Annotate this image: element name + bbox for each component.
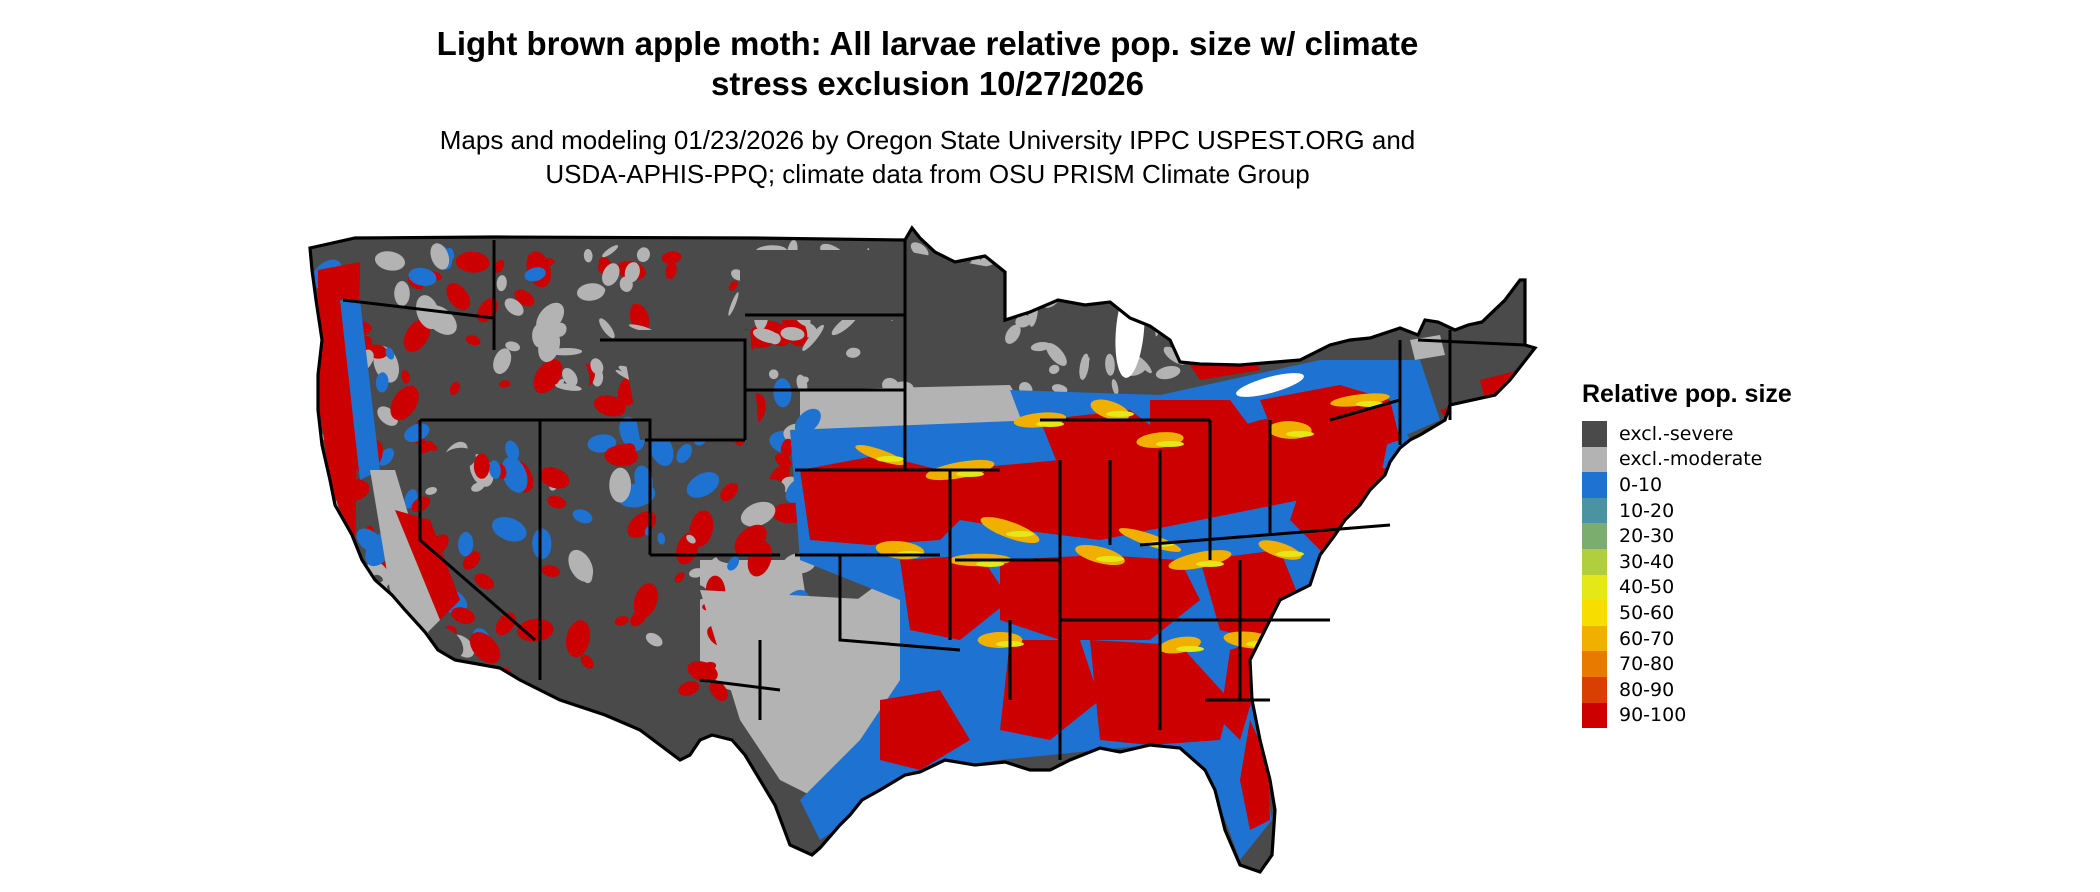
legend-swatch — [1582, 548, 1607, 575]
legend-label: excl.-severe — [1619, 422, 1734, 445]
subtitle-line-1: Maps and modeling 01/23/2026 by Oregon S… — [439, 125, 1416, 155]
legend-item: 50-60 — [1582, 600, 1792, 626]
legend-item: 0-10 — [1582, 472, 1792, 498]
legend-label: 80-90 — [1619, 678, 1675, 701]
legend-item: excl.-moderate — [1582, 446, 1792, 473]
title-line-1: Light brown apple moth: All larvae relat… — [436, 25, 1419, 62]
title-line-2: stress exclusion 10/27/2026 — [711, 65, 1144, 102]
legend-swatch — [1582, 497, 1607, 524]
legend-item: 10-20 — [1582, 497, 1792, 524]
legend-item: 40-50 — [1582, 574, 1792, 601]
legend-swatch — [1582, 574, 1607, 601]
population-raster — [310, 228, 1535, 872]
legend-item: 20-30 — [1582, 523, 1792, 549]
legend-label: 30-40 — [1619, 550, 1675, 573]
legend-title: Relative pop. size — [1582, 380, 1792, 408]
legend-swatch — [1582, 446, 1607, 473]
legend-swatch — [1582, 600, 1607, 626]
legend-item: 90-100 — [1582, 702, 1792, 729]
legend-swatch — [1582, 421, 1607, 447]
legend-label: 0-10 — [1619, 473, 1663, 496]
legend-label: excl.-moderate — [1619, 448, 1763, 471]
map-subtitle: Maps and modeling 01/23/2026 by Oregon S… — [300, 123, 1555, 191]
legend-item: 70-80 — [1582, 651, 1792, 677]
legend-item: 80-90 — [1582, 676, 1792, 703]
legend-label: 50-60 — [1619, 601, 1675, 624]
legend-swatch — [1582, 523, 1607, 549]
legend: Relative pop. size excl.-severe excl.-mod… — [1582, 380, 1792, 729]
legend-label: 20-30 — [1619, 525, 1675, 548]
legend-item: excl.-severe — [1582, 421, 1792, 447]
legend-swatch — [1582, 472, 1607, 498]
map-title: Light brown apple moth: All larvae relat… — [300, 24, 1555, 104]
state-boundaries — [342, 240, 1526, 760]
legend-label: 40-50 — [1619, 576, 1675, 599]
legend-label: 70-80 — [1619, 653, 1675, 676]
legend-items: excl.-severe excl.-moderate 0-10 10-20 20-30… — [1582, 421, 1792, 729]
legend-label: 10-20 — [1619, 499, 1675, 522]
legend-item: 60-70 — [1582, 625, 1792, 652]
legend-swatch — [1582, 702, 1607, 729]
legend-swatch — [1582, 651, 1607, 677]
legend-swatch — [1582, 625, 1607, 652]
us-outline — [308, 225, 1538, 874]
subtitle-line-2: USDA-APHIS-PPQ; climate data from OSU PR… — [545, 159, 1310, 189]
legend-label: 60-70 — [1619, 627, 1675, 650]
legend-swatch — [1582, 676, 1607, 703]
legend-label: 90-100 — [1619, 704, 1687, 727]
legend-item: 30-40 — [1582, 548, 1792, 575]
